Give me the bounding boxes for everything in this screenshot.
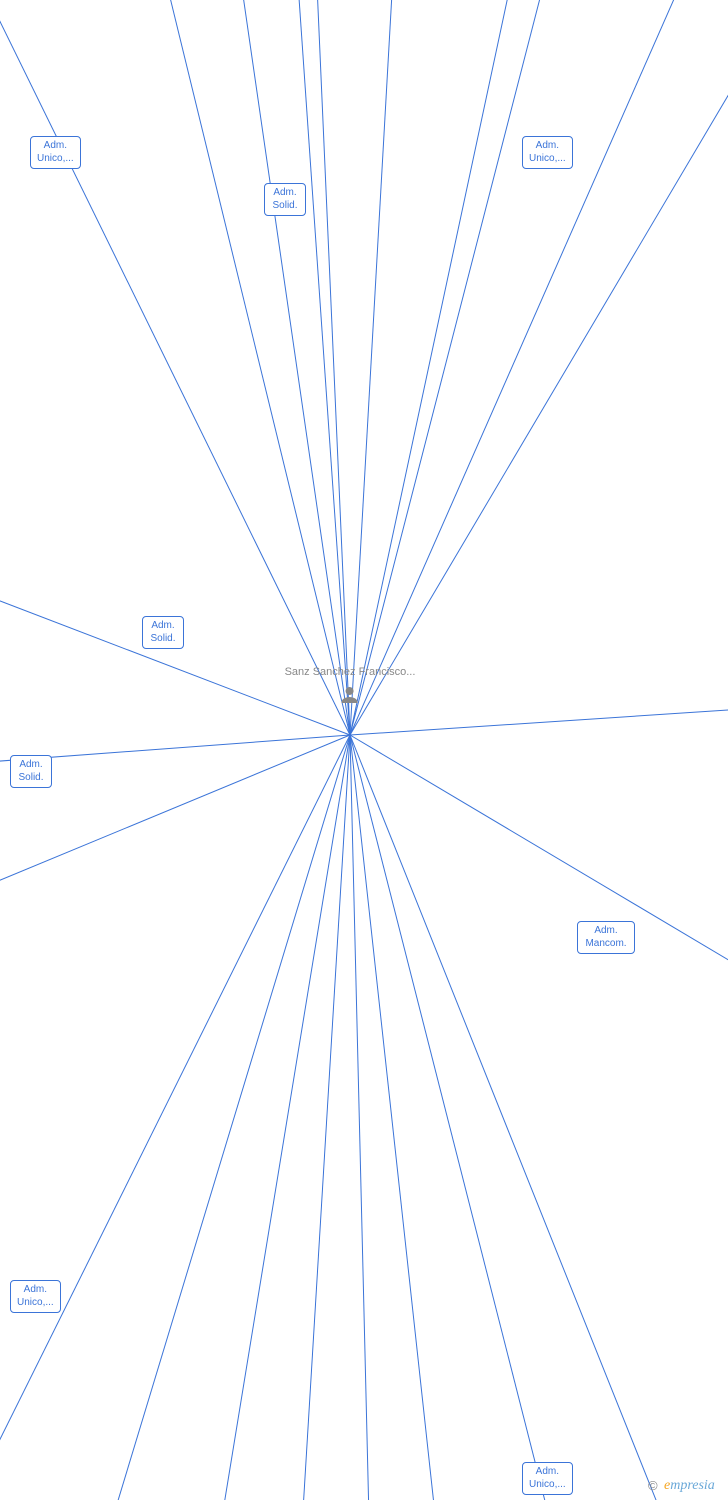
edge-label[interactable]: Adm. Mancom. bbox=[577, 921, 635, 954]
edge-label[interactable]: Adm. Solid. bbox=[264, 183, 306, 216]
edge-label[interactable]: Adm. Unico,... bbox=[10, 1280, 61, 1313]
edge-label[interactable]: Adm. Unico,... bbox=[522, 136, 573, 169]
network-edges bbox=[0, 0, 728, 1500]
edge-label[interactable]: Adm. Solid. bbox=[10, 755, 52, 788]
brand-rest: mpresia bbox=[670, 1478, 715, 1493]
center-node-label: Sanz Sanchez Francisco... bbox=[285, 665, 416, 679]
copyright-symbol: © bbox=[648, 1478, 658, 1493]
person-icon bbox=[338, 683, 362, 707]
edge-label[interactable]: Adm. Solid. bbox=[142, 616, 184, 649]
brand-watermark: empresia bbox=[664, 1478, 715, 1494]
edge-label[interactable]: Adm. Unico,... bbox=[30, 136, 81, 169]
edge-label[interactable]: Adm. Unico,... bbox=[522, 1462, 573, 1495]
center-node[interactable]: Sanz Sanchez Francisco... bbox=[285, 665, 416, 712]
